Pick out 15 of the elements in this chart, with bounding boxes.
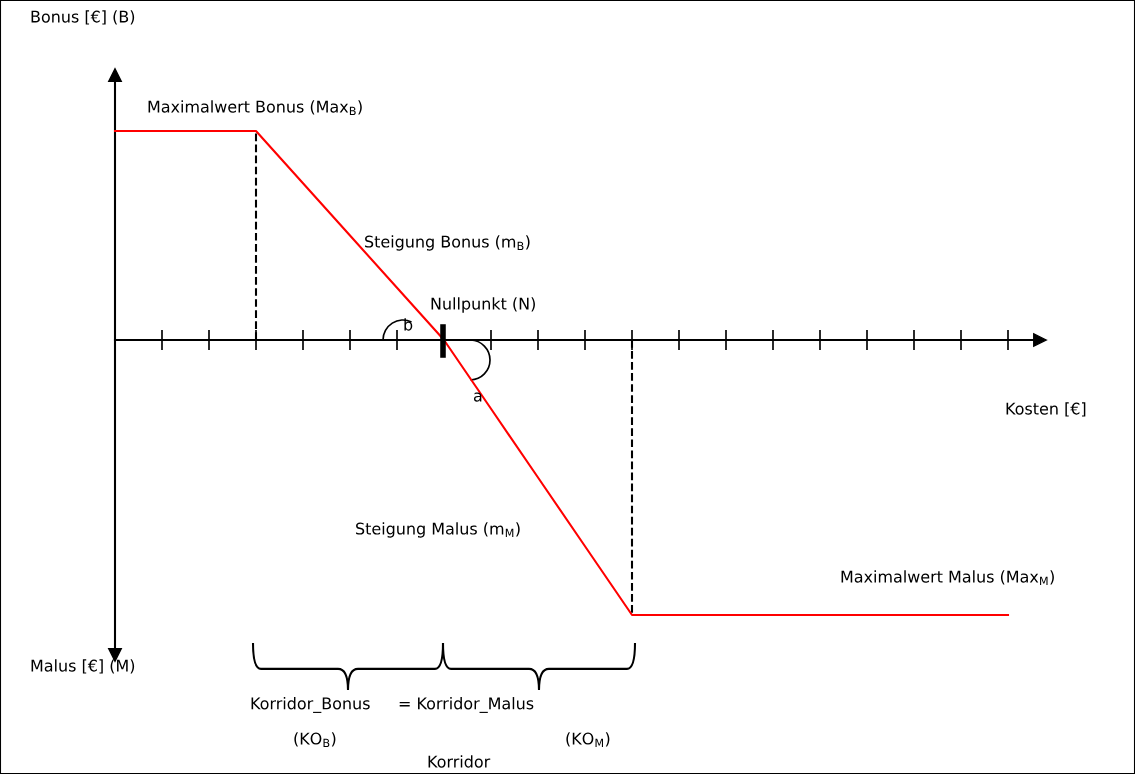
text: Korridor <box>428 755 491 768</box>
annotation: Steigung Bonus (m$_{B}$) <box>365 235 530 251</box>
text: (KO$_{B}$) <box>294 732 336 748</box>
text: = Korridor_Malus <box>399 697 534 713</box>
annotation: a <box>473 392 482 402</box>
annotation: b <box>404 318 413 331</box>
annotation: Maximalwert Malus (Max$_{M}$) <box>841 570 1054 586</box>
text: Korridor_Bonus <box>251 697 370 713</box>
annotation: Nullpunkt (N) <box>431 297 535 313</box>
text: (KO$_{M}$) <box>566 732 610 748</box>
text: Maximalwert Bonus (Max$_{B}$) <box>148 100 362 116</box>
text: Bonus [€] (B) <box>31 10 135 25</box>
x-axis-title: Kosten [€] <box>1006 402 1086 417</box>
text: Malus [€] (M) <box>31 659 135 674</box>
annotation: Steigung Malus (m$_{M}$) <box>356 522 520 538</box>
